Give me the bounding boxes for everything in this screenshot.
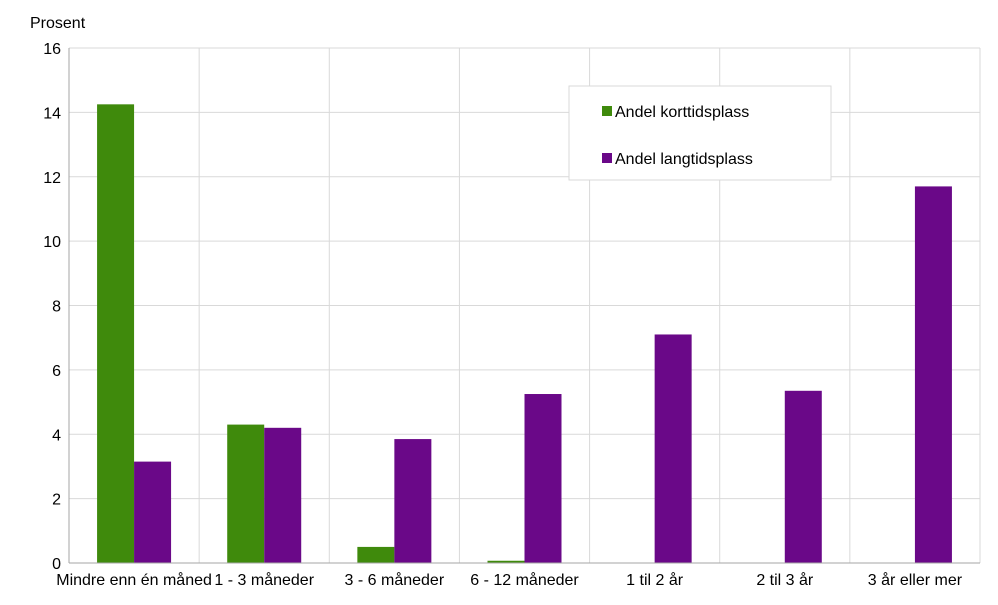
- legend-label: Andel korttidsplass: [615, 104, 749, 121]
- bar-korttidsplass: [97, 104, 135, 563]
- y-tick-label: 10: [43, 234, 61, 251]
- x-tick-label: 1 til 2 år: [626, 571, 684, 589]
- legend-swatch: [602, 153, 612, 163]
- y-tick-label: 2: [52, 492, 61, 509]
- y-tick-label: 0: [52, 556, 61, 573]
- bar-korttidsplass: [357, 546, 395, 563]
- y-tick-label: 16: [43, 41, 61, 58]
- bar-korttidsplass: [487, 560, 525, 563]
- x-tick-label: Mindre enn én måned: [56, 571, 212, 589]
- bar-langtidsplass: [524, 394, 562, 563]
- bar-langtidsplass: [784, 390, 822, 563]
- bar-langtidsplass: [134, 461, 172, 563]
- bar-langtidsplass: [654, 334, 692, 563]
- x-tick-label: 1 - 3 måneder: [214, 571, 314, 589]
- y-tick-label: 12: [43, 170, 61, 187]
- bar-langtidsplass: [394, 439, 432, 563]
- y-tick-label: 4: [52, 427, 61, 444]
- x-tick-label: 6 - 12 måneder: [470, 571, 579, 589]
- y-tick-label: 6: [52, 363, 61, 380]
- axes: 0 2 4 6 8 10 12 14 16 Mindre enn én måned 1 - 3 må…: [43, 41, 980, 589]
- bar-langtidsplass: [914, 186, 952, 563]
- y-axis-label: Prosent: [30, 15, 86, 32]
- legend-label: Andel langtidsplass: [615, 151, 753, 168]
- legend-box: [568, 85, 832, 181]
- bar-korttidsplass: [227, 424, 265, 563]
- x-tick-label: 2 til 3 år: [756, 571, 814, 589]
- y-tick-label: 8: [52, 299, 61, 316]
- bar-langtidsplass: [264, 427, 302, 563]
- legend: Andel korttidsplass Andel langtidsplass: [568, 85, 832, 181]
- x-tick-label: 3 - 6 måneder: [345, 571, 445, 589]
- bars: [97, 104, 952, 563]
- y-tick-label: 14: [43, 105, 61, 122]
- x-tick-label: 3 år eller mer: [868, 571, 963, 589]
- legend-swatch: [602, 106, 612, 116]
